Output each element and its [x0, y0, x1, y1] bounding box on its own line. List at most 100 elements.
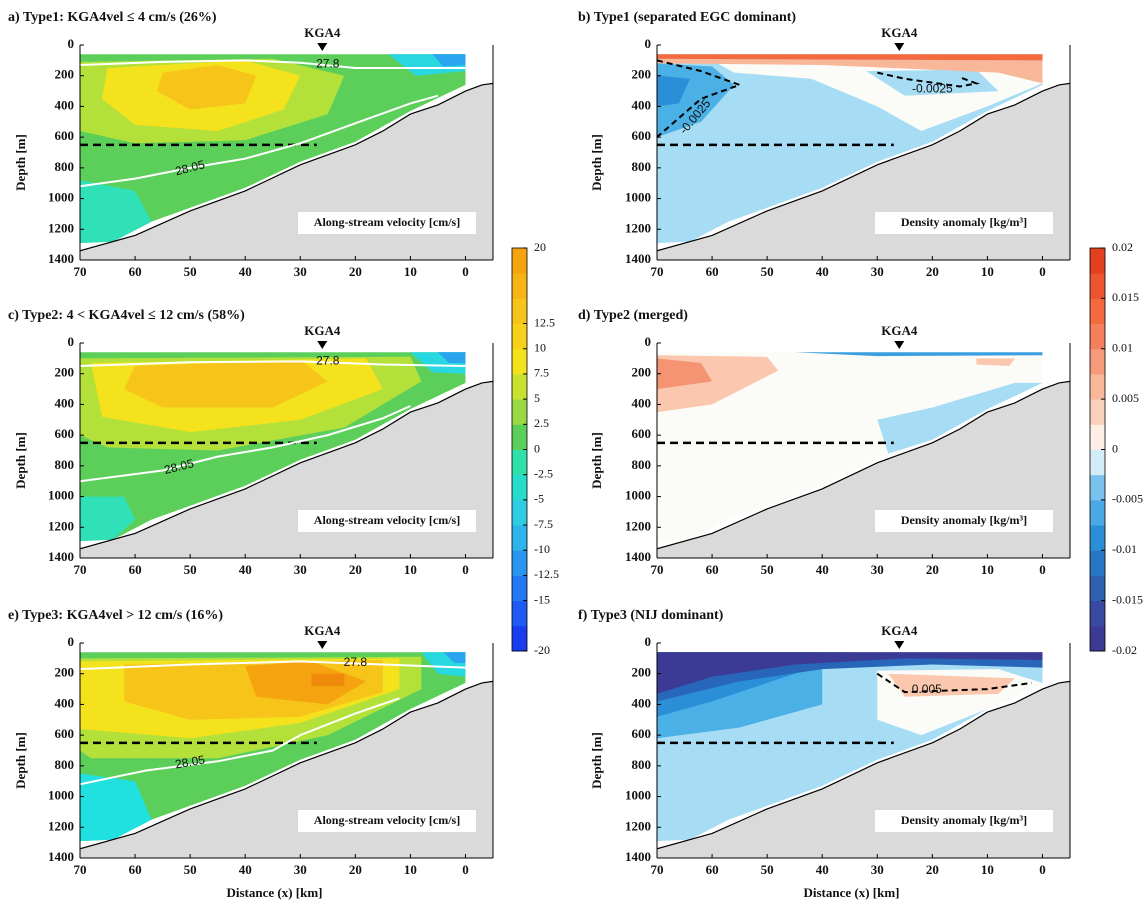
colorbar-tick-label: 5: [534, 391, 540, 405]
contour-label: 27.8: [344, 655, 368, 669]
colorbar-tick-label: -10: [534, 542, 550, 556]
y-tick-label: 1200: [48, 518, 74, 533]
x-tick-label: 20: [349, 862, 362, 877]
x-tick-label: 50: [184, 562, 197, 577]
y-tick-label: 800: [632, 757, 652, 772]
x-tick-label: 40: [816, 862, 829, 877]
station-label: KGA4: [881, 323, 918, 338]
station-marker: [317, 641, 328, 649]
colorbar-tick-label: 12.5: [534, 315, 555, 329]
x-tick-label: 40: [239, 862, 252, 877]
colorbar-band: [1090, 373, 1105, 400]
colorbar-band: [1090, 625, 1105, 652]
contour-fill: [976, 358, 1015, 366]
y-tick-label: 600: [632, 426, 652, 441]
y-tick-label: 1400: [48, 549, 74, 564]
annotation-box: [875, 510, 1053, 532]
panel-title: c) Type2: 4 < KGA4vel ≤ 12 cm/s (58%): [8, 308, 245, 323]
y-axis-label: Depth [m]: [589, 134, 604, 191]
panel-title: e) Type3: KGA4vel > 12 cm/s (16%): [8, 608, 223, 623]
colorbar-band: [1090, 550, 1105, 576]
y-tick-label: 400: [55, 97, 75, 112]
colorbar-tick-label: 2.5: [534, 416, 549, 430]
x-tick-label: 10: [981, 862, 994, 877]
y-tick-label: 1400: [48, 849, 74, 864]
y-axis-label: Depth [m]: [589, 432, 604, 489]
contour-fill: [866, 69, 999, 96]
annotation-box: [875, 810, 1053, 832]
contour-fill: [437, 352, 466, 363]
colorbar-band: [512, 449, 527, 476]
x-tick-label: 10: [404, 862, 417, 877]
x-tick-label: 60: [129, 862, 142, 877]
colorbar-band: [1090, 298, 1105, 325]
y-tick-label: 600: [55, 726, 75, 741]
contour-label: 0.005: [912, 682, 942, 696]
y-tick-label: 1000: [48, 190, 74, 205]
contour-fill: [657, 352, 1043, 542]
y-tick-label: 800: [632, 457, 652, 472]
x-axis-label: Distance (x) [km]: [226, 885, 322, 900]
station-label: KGA4: [881, 623, 918, 638]
annotation: Along-stream velocity [cm/s]: [314, 215, 460, 229]
x-tick-label: 30: [294, 264, 307, 279]
x-tick-label: 0: [1039, 862, 1046, 877]
colorbar-tick-label: -20: [534, 643, 550, 657]
y-tick-label: 0: [645, 36, 652, 51]
panel-title: f) Type3 (NIJ dominant): [578, 608, 724, 623]
x-tick-label: 0: [1039, 264, 1046, 279]
contour-fill: [124, 359, 328, 408]
colorbar-tick-label: -2.5: [534, 466, 553, 480]
contour-label: 28.05: [174, 752, 206, 771]
y-tick-label: 400: [632, 97, 652, 112]
y-tick-label: 1200: [48, 220, 74, 235]
colorbar-band: [1090, 575, 1105, 602]
contour-fill: [877, 382, 1043, 454]
annotation: Along-stream velocity [cm/s]: [314, 513, 460, 527]
colorbar-band: [1090, 348, 1105, 375]
colorbar-tick-label: 0.005: [1112, 391, 1139, 405]
station-label: KGA4: [304, 623, 341, 638]
y-tick-label: 800: [55, 457, 75, 472]
y-tick-label: 1000: [625, 788, 651, 803]
x-tick-label: 0: [462, 862, 469, 877]
colorbar-band: [512, 600, 527, 627]
colorbar-band: [1090, 323, 1105, 350]
y-tick-label: 1000: [48, 488, 74, 503]
colorbar-band: [1090, 248, 1105, 274]
x-tick-label: 10: [981, 562, 994, 577]
colorbar-tick-label: 0: [1112, 441, 1118, 455]
colorbar-band: [512, 373, 527, 400]
y-tick-label: 400: [632, 695, 652, 710]
panel-title: b) Type1 (separated EGC dominant): [578, 10, 796, 25]
y-tick-label: 1200: [625, 220, 651, 235]
colorbar-tick-label: 0.015: [1112, 290, 1139, 304]
x-tick-label: 60: [706, 562, 719, 577]
contour-line: [876, 672, 1032, 694]
station-marker: [894, 341, 905, 349]
y-tick-label: 1400: [625, 849, 651, 864]
colorbar-band: [512, 298, 527, 325]
y-tick-label: 200: [55, 365, 75, 380]
x-tick-label: 40: [816, 264, 829, 279]
y-tick-label: 0: [68, 36, 75, 51]
colorbar-band: [1090, 474, 1105, 501]
contour-fill: [311, 673, 345, 686]
contour-line: [80, 660, 466, 671]
station-marker: [894, 641, 905, 649]
x-tick-label: 50: [184, 862, 197, 877]
x-tick-label: 70: [74, 264, 87, 279]
y-tick-label: 200: [632, 67, 652, 82]
x-tick-label: 70: [74, 562, 87, 577]
station-label: KGA4: [881, 25, 918, 40]
contour-fill: [657, 54, 1043, 61]
y-tick-label: 1000: [48, 788, 74, 803]
colorbar-tick-label: -0.01: [1112, 542, 1137, 556]
y-tick-label: 1400: [625, 549, 651, 564]
y-tick-label: 0: [68, 634, 75, 649]
topography-line: [657, 82, 1070, 252]
y-tick-label: 0: [645, 634, 652, 649]
x-tick-label: 0: [1039, 562, 1046, 577]
x-axis-label: Distance (x) [km]: [803, 885, 899, 900]
contour-line: [80, 697, 400, 786]
